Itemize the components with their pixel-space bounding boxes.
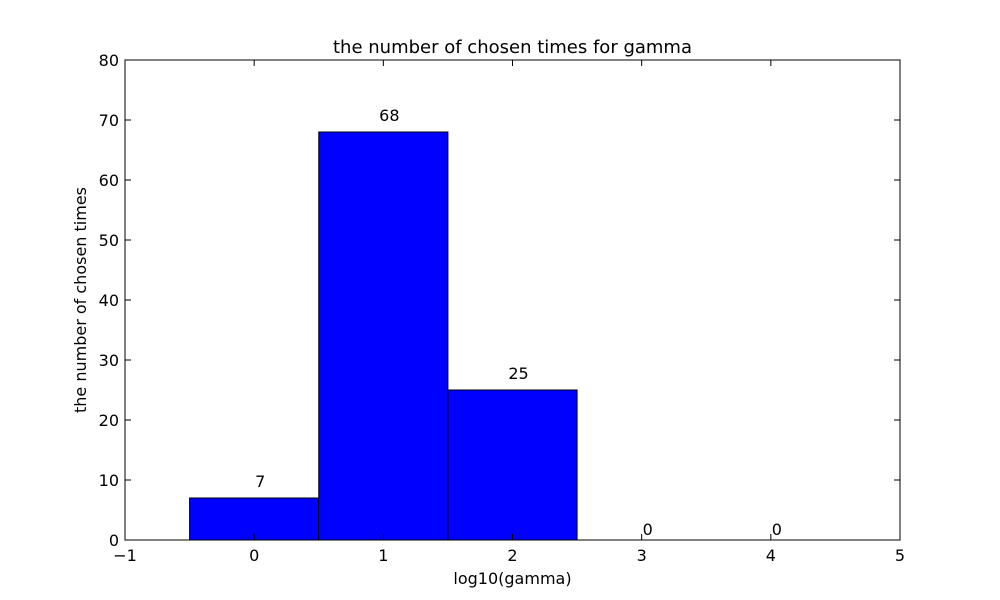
bar-value-label-4: 0 [772, 520, 782, 539]
plot-frame [124, 59, 901, 541]
x-tick-label-0: −1 [113, 546, 137, 565]
y-tick-label-2: 20 [99, 411, 119, 430]
x-tick-label-5: 4 [766, 546, 776, 565]
x-tick-label-3: 2 [507, 546, 517, 565]
bar-value-label-0: 7 [255, 472, 265, 491]
y-axis-label: the number of chosen times [71, 187, 90, 413]
y-tick-label-7: 70 [99, 111, 119, 130]
bar-0 [189, 497, 320, 541]
bar-value-label-1: 68 [379, 106, 399, 125]
y-tick-label-1: 10 [99, 471, 119, 490]
data-labels-layer: 7 68 25 0 0 [255, 106, 782, 539]
y-tick-label-8: 80 [99, 51, 119, 70]
bar-value-label-2: 25 [508, 364, 528, 383]
bar-1 [318, 131, 449, 541]
bars-layer [189, 131, 578, 541]
y-tick-label-6: 60 [99, 171, 119, 190]
y-tick-label-3: 30 [99, 351, 119, 370]
chart-title: the number of chosen times for gamma [333, 37, 692, 58]
x-tick-label-4: 3 [637, 546, 647, 565]
x-tick-label-2: 1 [378, 546, 388, 565]
x-tick-label-1: 0 [249, 546, 259, 565]
y-tick-label-4: 40 [99, 291, 119, 310]
y-tick-label-0: 0 [109, 531, 119, 550]
x-tick-label-6: 5 [895, 546, 905, 565]
x-axis-label: log10(gamma) [453, 569, 571, 588]
bar-value-label-3: 0 [643, 520, 653, 539]
y-tick-label-5: 50 [99, 231, 119, 250]
bar-2 [447, 389, 578, 541]
